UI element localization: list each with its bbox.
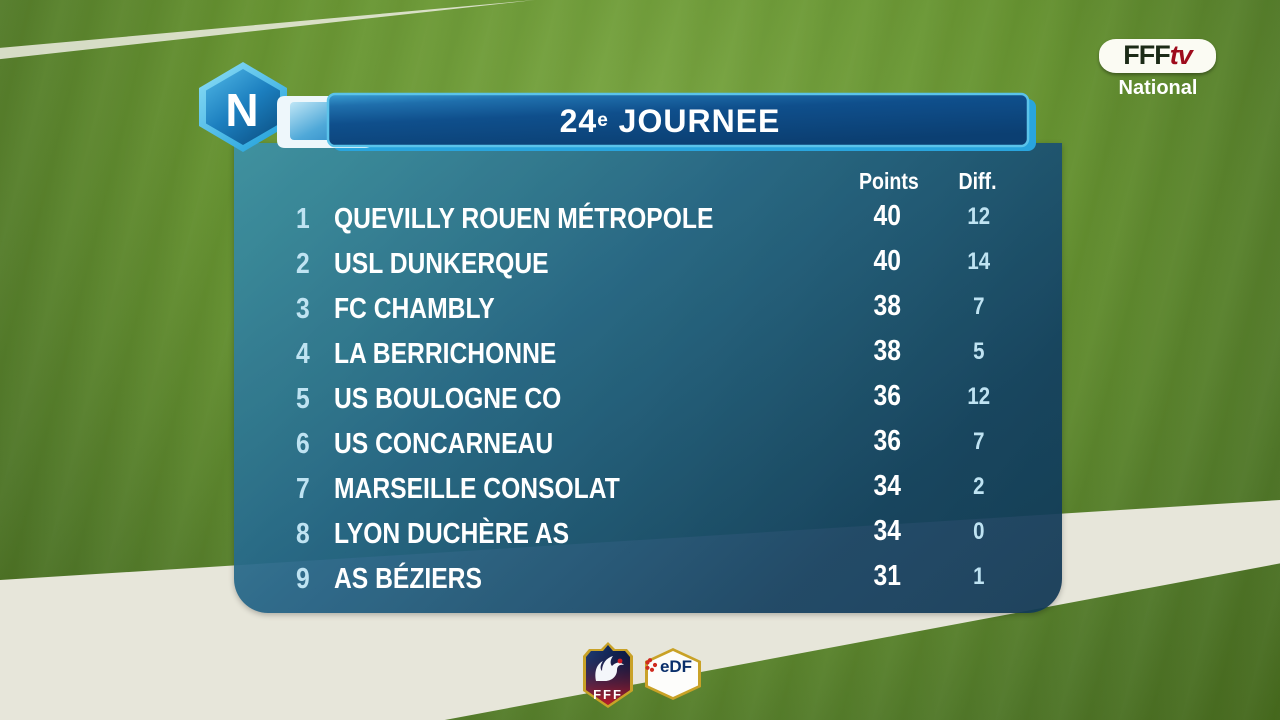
svg-text:24e JOURNEE: 24e JOURNEE — [560, 103, 781, 139]
svg-text:eDF: eDF — [660, 657, 692, 676]
svg-text:N: N — [225, 84, 258, 136]
svg-text:FFF: FFF — [593, 687, 623, 702]
